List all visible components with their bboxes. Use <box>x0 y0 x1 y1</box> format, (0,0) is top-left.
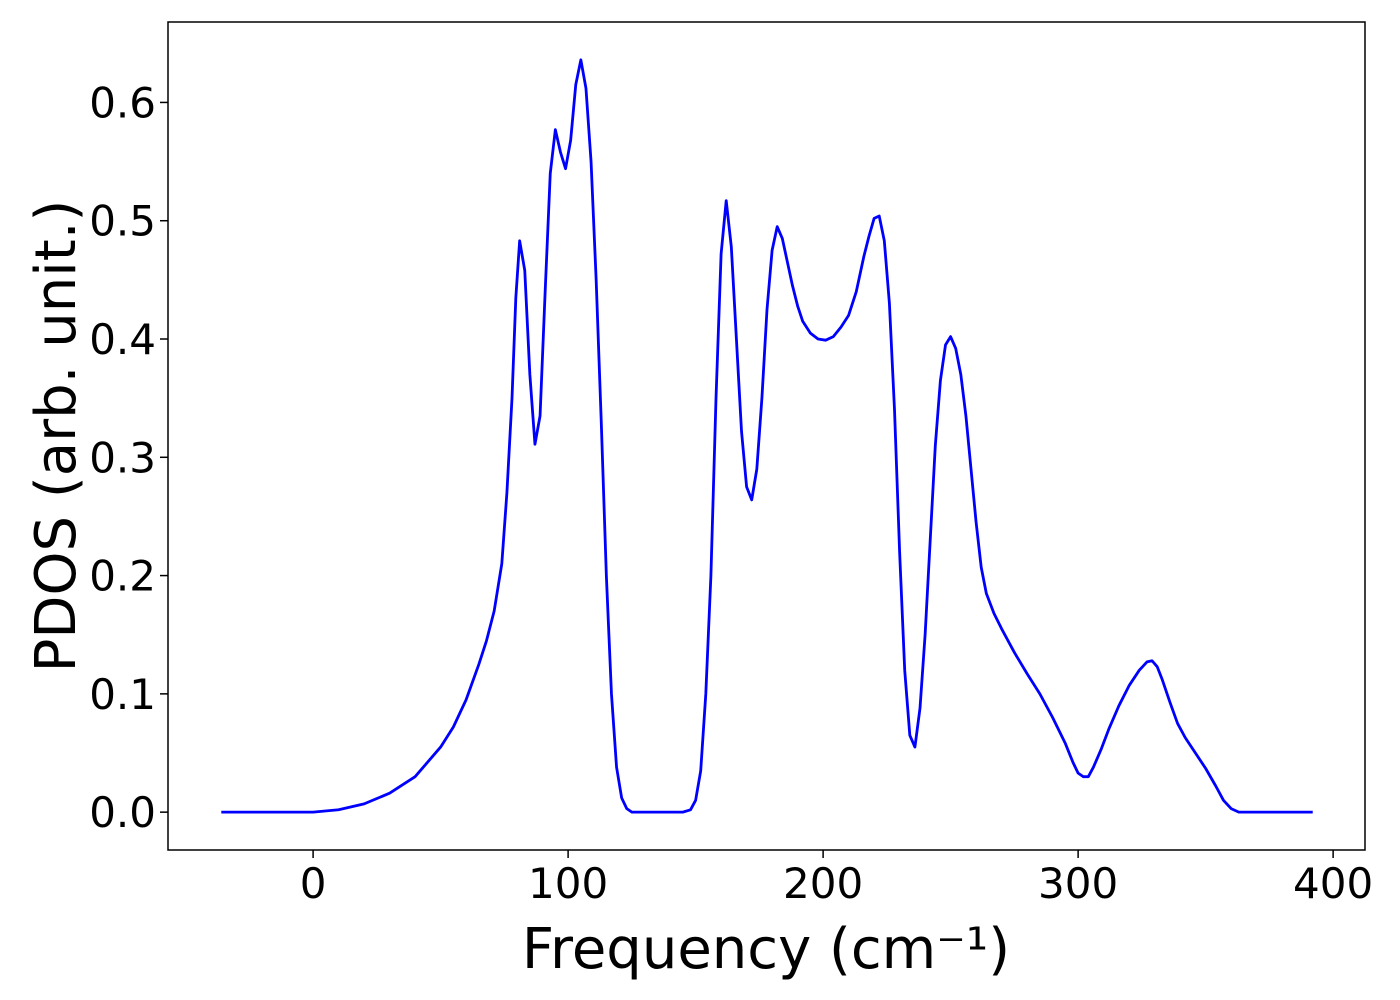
x-tick-label: 400 <box>1293 859 1373 908</box>
y-axis-label: PDOS (arb. unit.) <box>24 200 89 673</box>
y-tick-label: 0.2 <box>89 552 156 601</box>
y-tick-label: 0.4 <box>89 315 156 364</box>
y-tick-label: 0.1 <box>89 670 156 719</box>
y-tick-label: 0.3 <box>89 433 156 482</box>
x-tick-label: 200 <box>783 859 863 908</box>
data-line <box>221 58 1313 814</box>
y-tick-label: 0.0 <box>89 788 156 837</box>
plot-frame <box>167 21 1366 851</box>
y-tick-label: 0.5 <box>89 197 156 246</box>
x-tick-label: 300 <box>1038 859 1118 908</box>
x-tick-label: 0 <box>300 859 327 908</box>
x-axis-label: Frequency (cm⁻¹) <box>522 917 1010 982</box>
x-tick-label: 100 <box>528 859 608 908</box>
y-tick-label: 0.6 <box>89 78 156 127</box>
